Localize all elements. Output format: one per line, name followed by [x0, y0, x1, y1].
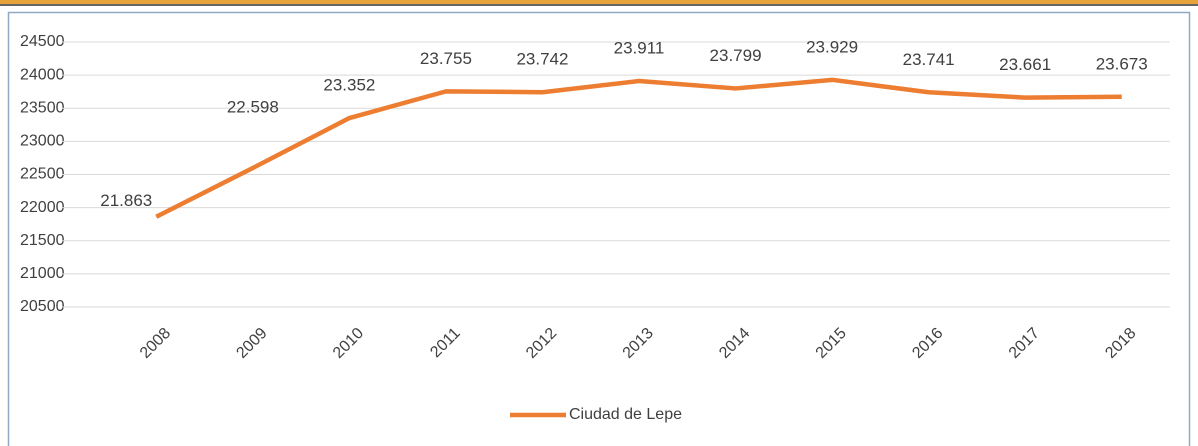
y-tick-label: 23000 [20, 133, 65, 150]
x-tick-label: 2011 [427, 325, 463, 361]
y-tick-label: 21000 [20, 265, 65, 282]
x-tick-label: 2017 [1006, 325, 1043, 362]
data-label: 22.598 [227, 97, 279, 116]
top-band [0, 0, 1198, 4]
chart-frame [7, 11, 1191, 446]
series-line [155, 77, 1122, 219]
x-tick-label: 2008 [137, 325, 174, 362]
y-tick-label: 22500 [20, 166, 65, 183]
data-label: 23.799 [710, 46, 762, 65]
data-label: 23.352 [323, 76, 375, 95]
data-label: 23.741 [903, 50, 955, 69]
x-tick-label: 2015 [813, 325, 850, 362]
data-label: 23.673 [1096, 54, 1148, 73]
y-tick-label: 24000 [20, 66, 65, 83]
x-tick-label: 2012 [523, 325, 560, 362]
data-label: 23.661 [999, 55, 1051, 74]
x-tick-label: 2010 [330, 325, 367, 362]
y-tick-label: 24500 [20, 33, 65, 50]
data-label: 23.911 [614, 39, 665, 58]
data-label: 21.863 [100, 191, 152, 210]
data-label: 23.742 [516, 50, 568, 69]
x-tick-label: 2014 [716, 325, 753, 362]
y-tick-label: 23500 [20, 99, 65, 116]
y-tick-label: 21500 [20, 232, 65, 249]
x-tick-label: 2009 [233, 325, 270, 362]
x-tick-label: 2016 [909, 325, 946, 362]
x-tick-label: 2013 [620, 325, 657, 362]
data-label: 23.929 [806, 37, 858, 56]
y-tick-label: 20500 [20, 298, 65, 315]
x-tick-label: 2018 [1102, 325, 1139, 362]
data-label: 23.755 [420, 49, 472, 68]
y-tick-label: 22000 [20, 199, 65, 216]
legend-label: Ciudad de Lepe [569, 406, 682, 423]
